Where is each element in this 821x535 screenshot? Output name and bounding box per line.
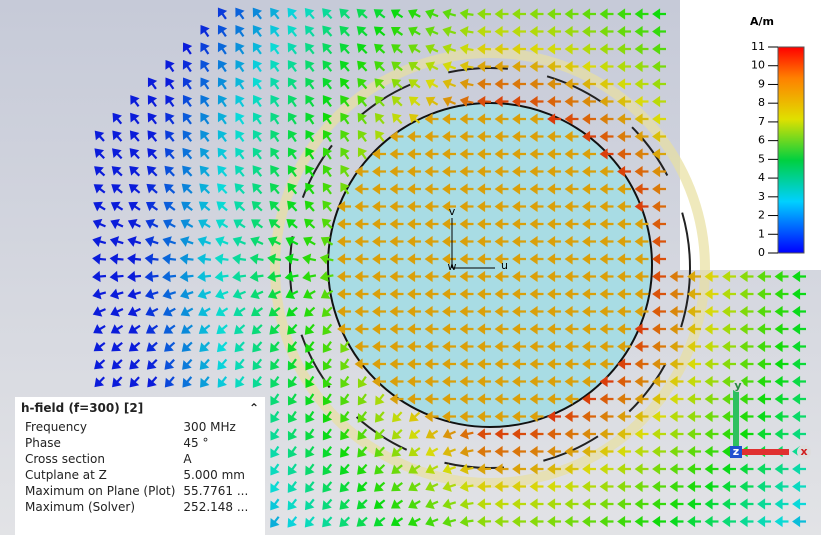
colorbar-tick-label: 2 <box>758 209 765 222</box>
row-value: 300 MHz <box>179 419 252 435</box>
row-label: Frequency <box>21 419 179 435</box>
collapse-button[interactable]: ⌃ <box>249 401 259 415</box>
gizmo-y-arrow <box>733 390 739 450</box>
panel-table: Frequency300 MHzPhase45 °Cross sectionAC… <box>21 419 252 515</box>
row-value: 252.148 ... <box>179 499 252 515</box>
colorbar-tick-label: 5 <box>758 152 765 165</box>
row-label: Maximum (Solver) <box>21 499 179 515</box>
colorbar-tick-label: 3 <box>758 190 765 203</box>
panel-row: Cutplane at Z5.000 mm <box>21 467 252 483</box>
colorbar-tick-label: 9 <box>758 77 765 90</box>
colorbar-title: A/m <box>750 15 774 28</box>
colorbar-tick-label: 6 <box>758 134 765 147</box>
gizmo-z: z <box>733 445 739 458</box>
w-label: w <box>448 260 457 273</box>
colorbar-tick-label: 0 <box>758 246 765 259</box>
panel-row: Frequency300 MHz <box>21 419 252 435</box>
gizmo-y: y <box>734 379 741 392</box>
row-label: Cutplane at Z <box>21 467 179 483</box>
panel-header: h-field (f=300) [2] ⌃ <box>15 397 265 419</box>
row-value: 45 ° <box>179 435 252 451</box>
panel-row: Maximum (Solver)252.148 ... <box>21 499 252 515</box>
panel-row: Phase45 ° <box>21 435 252 451</box>
gizmo-x: x <box>800 445 807 458</box>
panel-row: Maximum on Plane (Plot)55.7761 ... <box>21 483 252 499</box>
colorbar-tick-label: 4 <box>758 171 765 184</box>
info-panel: h-field (f=300) [2] ⌃ Frequency300 MHzPha… <box>15 397 265 535</box>
row-label: Maximum on Plane (Plot) <box>21 483 179 499</box>
v-label: v <box>449 205 456 218</box>
colorbar-tick-label: 8 <box>758 96 765 109</box>
colorbar-tick-label: 11 <box>751 40 765 53</box>
colorbar-tick-label: 7 <box>758 115 765 128</box>
row-value: A <box>179 451 252 467</box>
gizmo-x-arrow <box>739 449 789 455</box>
screenshot: v u w y x z A/m 0 1 2 3 4 5 6 7 8 9 10 11 h-field (… <box>0 0 821 535</box>
row-label: Phase <box>21 435 179 451</box>
row-label: Cross section <box>21 451 179 467</box>
panel-title: h-field (f=300) [2] <box>21 401 143 415</box>
colorbar-scale <box>778 47 804 253</box>
row-value: 5.000 mm <box>179 467 252 483</box>
row-value: 55.7761 ... <box>179 483 252 499</box>
colorbar-tick-label: 10 <box>751 59 765 72</box>
u-label: u <box>501 259 508 272</box>
colorbar-tick-label: 1 <box>758 227 765 240</box>
panel-row: Cross sectionA <box>21 451 252 467</box>
